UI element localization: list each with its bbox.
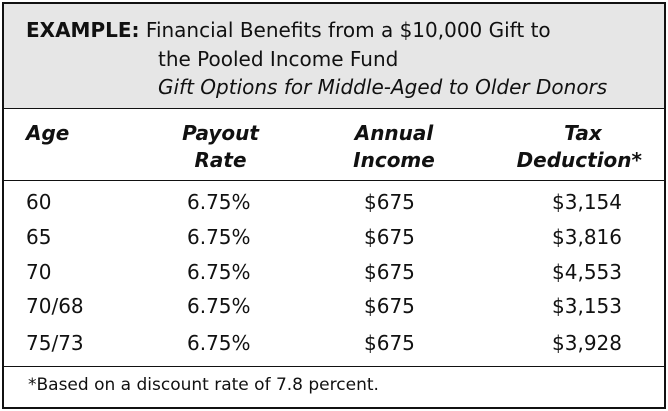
- column-header-payout-rate: Payout Rate: [158, 120, 283, 174]
- table-cell-payout: 6.75%: [187, 190, 251, 214]
- table-cell-payout: 6.75%: [187, 331, 251, 355]
- table-cell-age: 75/73: [26, 331, 84, 355]
- title-line-1: EXAMPLE: Financial Benefits from a $10,0…: [26, 18, 551, 42]
- table-cell-age: 60: [26, 190, 52, 214]
- table-cell-deduction: $3,928: [552, 331, 622, 355]
- table-cell-income: $675: [364, 190, 415, 214]
- footer-divider: [4, 366, 664, 367]
- column-header-tax-line2: Deduction*: [516, 148, 642, 172]
- subtitle: Gift Options for Middle-Aged to Older Do…: [158, 75, 608, 99]
- table-cell-income: $675: [364, 331, 415, 355]
- column-header-tax-deduction: Tax Deduction*: [484, 120, 642, 174]
- footnote: *Based on a discount rate of 7.8 percent…: [28, 375, 379, 395]
- table-cell-payout: 6.75%: [187, 294, 251, 318]
- column-header-income-line2: Income: [353, 148, 435, 172]
- table-cell-age: 65: [26, 225, 52, 249]
- column-header-age: Age: [26, 120, 69, 147]
- table-cell-deduction: $4,553: [552, 260, 622, 284]
- table-header-banner: EXAMPLE: Financial Benefits from a $10,0…: [4, 4, 664, 109]
- table-cell-age: 70: [26, 260, 52, 284]
- example-label: EXAMPLE:: [26, 18, 140, 42]
- title-line-2: the Pooled Income Fund: [158, 47, 399, 71]
- table-cell-income: $675: [364, 260, 415, 284]
- column-header-tax-line1: Tax: [564, 121, 602, 145]
- column-header-income-line1: Annual: [354, 121, 434, 145]
- column-header-payout-line2: Rate: [194, 148, 247, 172]
- column-header-age-line1: Age: [26, 121, 70, 145]
- table-cell-deduction: $3,154: [552, 190, 622, 214]
- column-header-annual-income: Annual Income: [334, 120, 454, 174]
- table-cell-income: $675: [364, 225, 415, 249]
- title-text-1: Financial Benefits from a $10,000 Gift t…: [145, 18, 551, 42]
- header-divider: [4, 180, 664, 181]
- table-cell-income: $675: [364, 294, 415, 318]
- table-cell-payout: 6.75%: [187, 260, 251, 284]
- column-header-payout-line1: Payout: [182, 121, 259, 145]
- table-cell-deduction: $3,153: [552, 294, 622, 318]
- table-cell-deduction: $3,816: [552, 225, 622, 249]
- table-cell-age: 70/68: [26, 294, 84, 318]
- table-cell-payout: 6.75%: [187, 225, 251, 249]
